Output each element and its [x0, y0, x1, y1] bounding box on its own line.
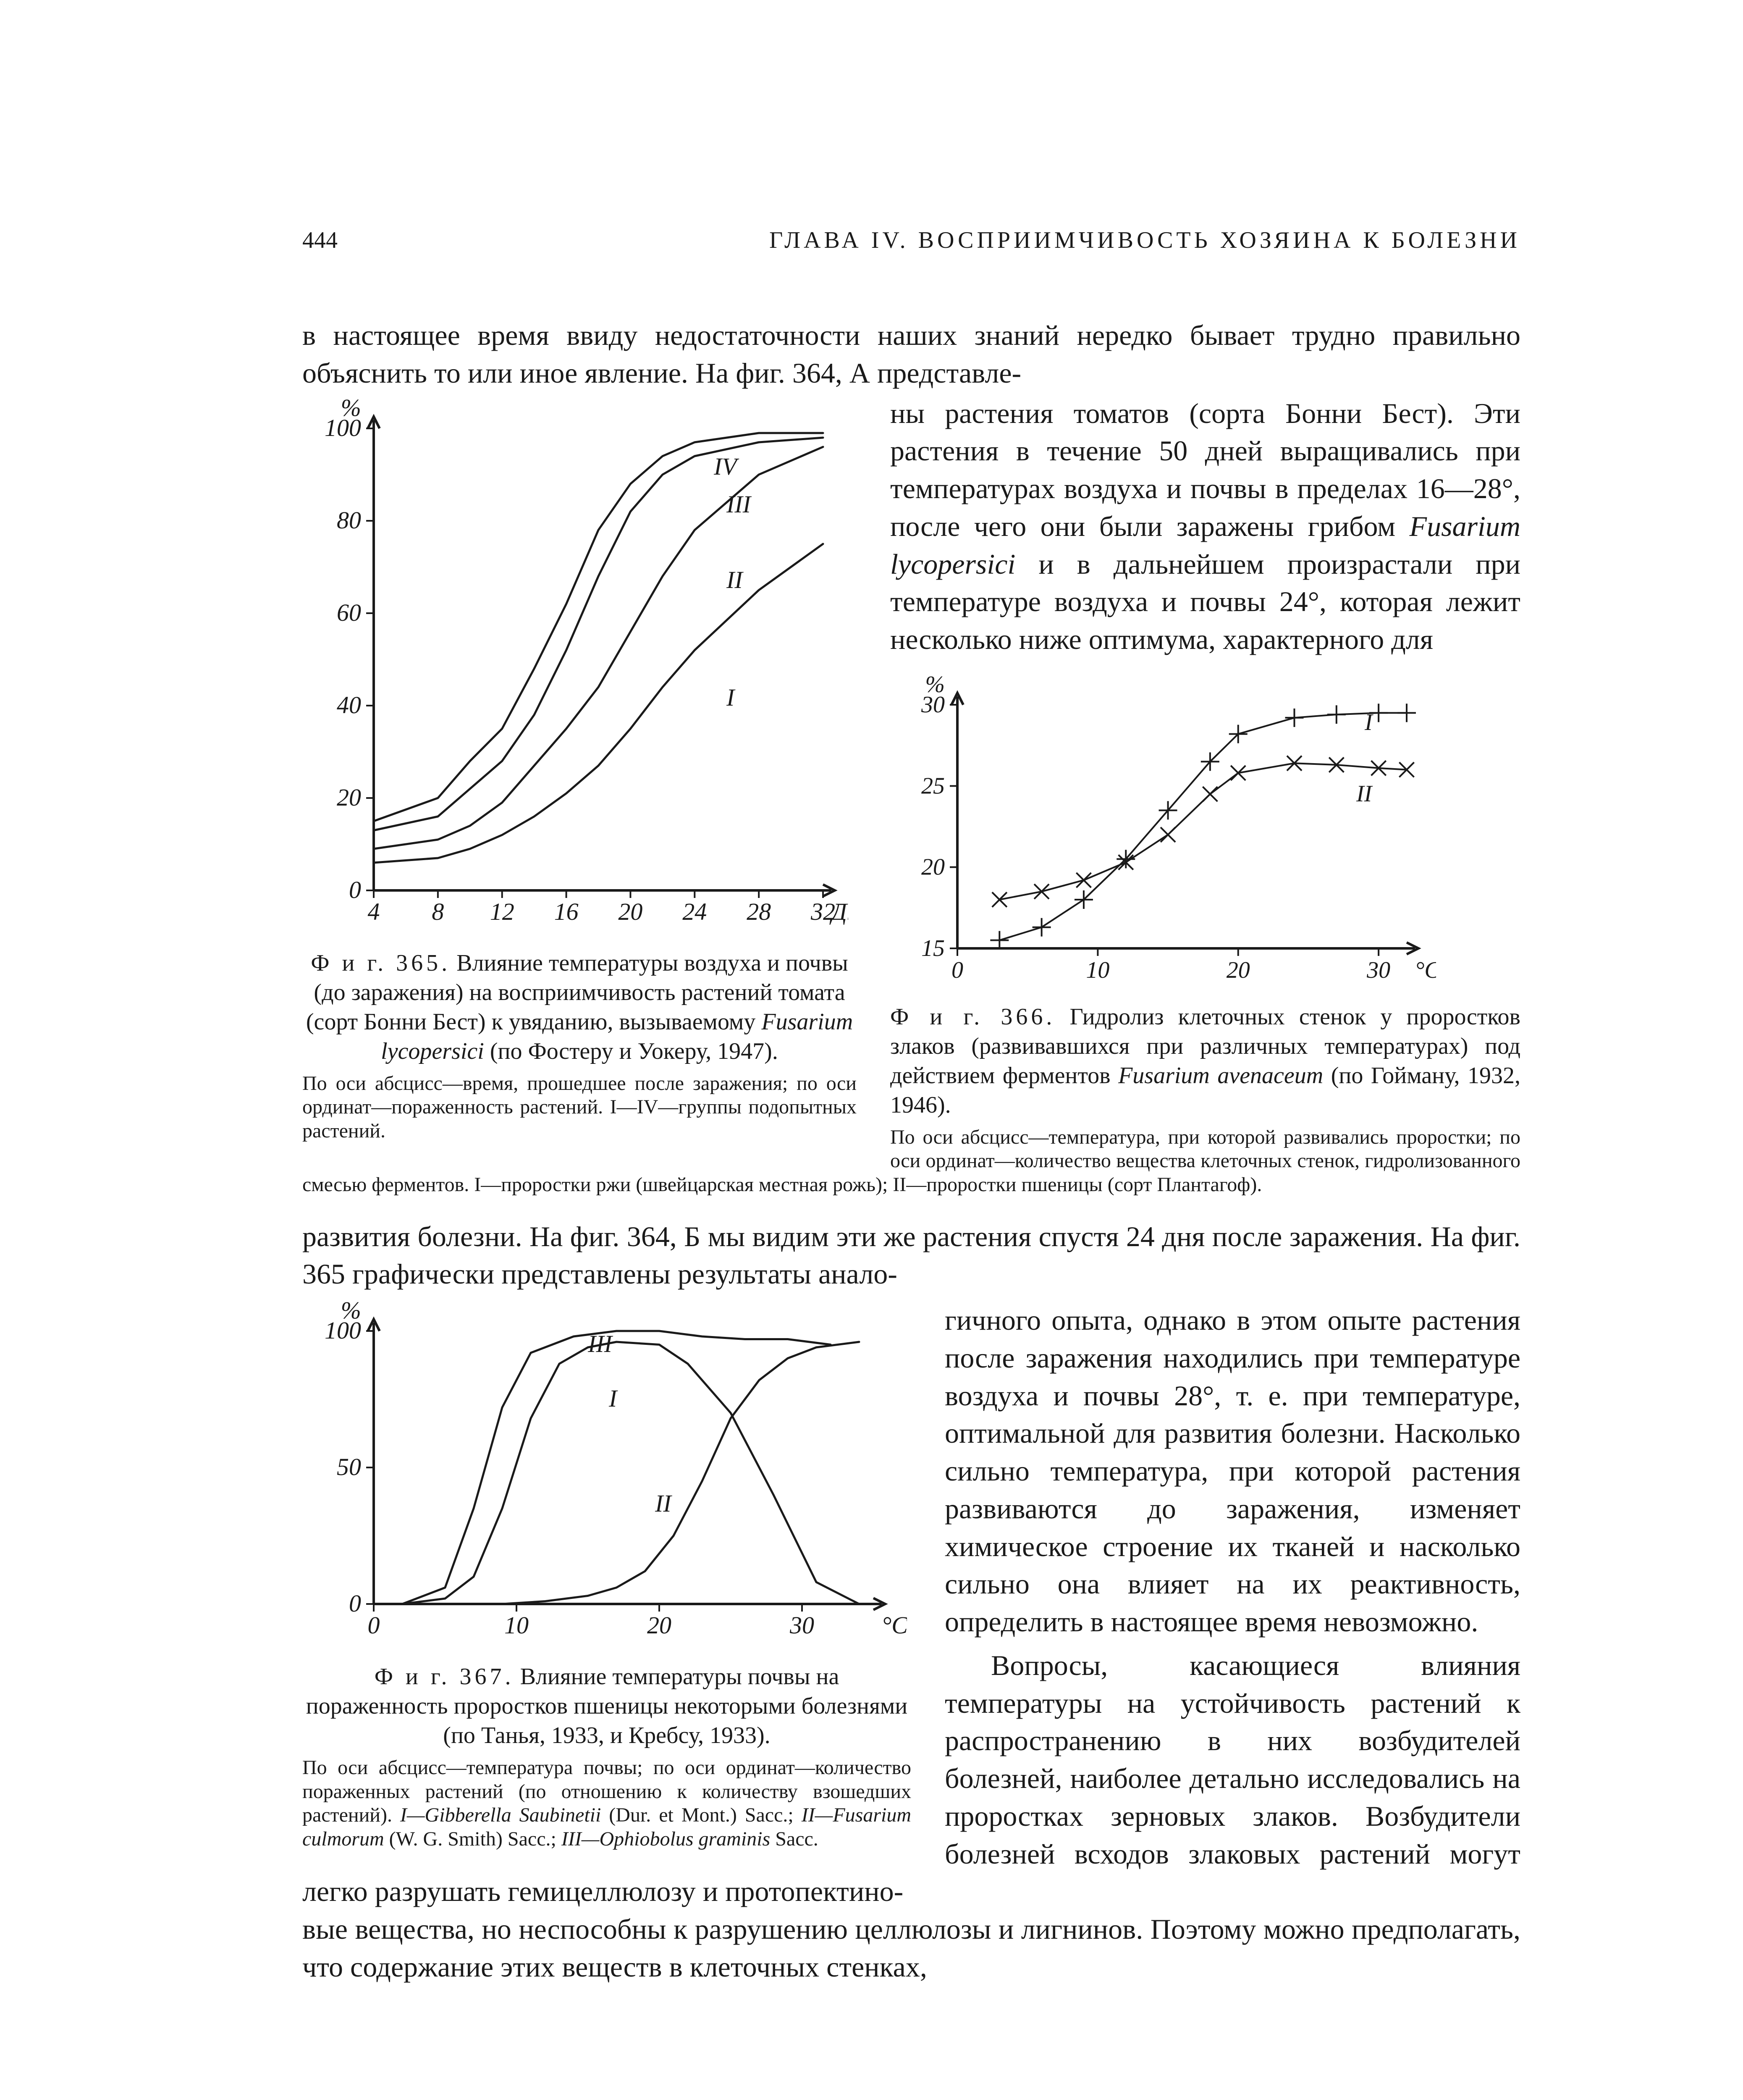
- fig367-caption: Ф и г. 367. Влияние температуры почвы на…: [302, 1662, 911, 1750]
- svg-text:25: 25: [921, 773, 945, 799]
- svg-text:%: %: [925, 675, 945, 698]
- svg-text:20: 20: [337, 784, 361, 811]
- svg-text:0: 0: [349, 876, 361, 903]
- svg-text:30: 30: [1366, 957, 1390, 983]
- upper-layout: 48121620242832020406080100%ДниIVIIIIII Ф…: [302, 395, 1520, 1197]
- fig365-chart: 48121620242832020406080100%ДниIVIIIIII: [302, 395, 848, 941]
- svg-text:30: 30: [789, 1612, 814, 1639]
- svg-text:0: 0: [368, 1612, 380, 1639]
- svg-text:10: 10: [504, 1612, 529, 1639]
- svg-text:16: 16: [554, 898, 579, 925]
- svg-text:40: 40: [337, 691, 361, 719]
- svg-text:IV: IV: [713, 453, 739, 480]
- svg-text:20: 20: [647, 1612, 671, 1639]
- svg-text:%: %: [341, 1302, 361, 1324]
- svg-text:II: II: [1356, 781, 1373, 807]
- svg-text:I: I: [726, 684, 736, 711]
- chapter-title: ГЛАВА IV. ВОСПРИИМЧИВОСТЬ ХОЗЯИНА К БОЛЕ…: [769, 227, 1520, 254]
- fig365-caption: Ф и г. 365. Влияние температуры воздуха …: [302, 948, 857, 1066]
- svg-text:60: 60: [337, 599, 361, 626]
- svg-text:I: I: [1364, 709, 1373, 735]
- svg-text:I: I: [608, 1385, 618, 1412]
- svg-text:II: II: [726, 566, 744, 593]
- fig367-chart: 0102030050100%°CIIIIII: [302, 1302, 907, 1654]
- svg-text:20: 20: [921, 854, 945, 880]
- svg-text:0: 0: [951, 957, 963, 983]
- svg-text:20: 20: [1227, 957, 1250, 983]
- svg-text:°C: °C: [1415, 957, 1436, 983]
- para-1-lead: в настоящее время ввиду недостаточности …: [302, 317, 1520, 392]
- svg-text:15: 15: [921, 935, 945, 961]
- svg-text:°C: °C: [882, 1612, 907, 1639]
- svg-text:10: 10: [1086, 957, 1109, 983]
- svg-text:0: 0: [349, 1590, 361, 1617]
- lower-layout: 0102030050100%°CIIIIII Ф и г. 367. Влиян…: [302, 1302, 1520, 1911]
- svg-text:II: II: [655, 1490, 672, 1517]
- page-number: 444: [302, 227, 338, 254]
- svg-text:III: III: [726, 491, 752, 518]
- fig365-block: 48121620242832020406080100%ДниIVIIIIII Ф…: [302, 395, 857, 1143]
- svg-text:%: %: [341, 395, 361, 421]
- svg-text:12: 12: [490, 898, 514, 925]
- svg-text:III: III: [587, 1330, 613, 1357]
- page-header: 444 ГЛАВА IV. ВОСПРИИМЧИВОСТЬ ХОЗЯИНА К …: [302, 227, 1520, 254]
- para-3-tail: вые вещества, но неспособны к разрушению…: [302, 1911, 1520, 1986]
- svg-text:28: 28: [747, 898, 771, 925]
- fig365-subcaption: По оси абсцисс—время, прошедшее после за…: [302, 1072, 857, 1143]
- svg-text:50: 50: [337, 1453, 361, 1480]
- svg-text:24: 24: [682, 898, 707, 925]
- fig367-subcaption: По оси абсцисс—температура почвы; по оси…: [302, 1756, 911, 1851]
- svg-text:80: 80: [337, 507, 361, 534]
- svg-text:4: 4: [368, 898, 380, 925]
- fig367-block: 0102030050100%°CIIIIII Ф и г. 367. Влиян…: [302, 1302, 911, 1851]
- fig366-chart: 010203015202530%°CIII: [890, 675, 1436, 995]
- svg-text:Дни: Дни: [829, 898, 848, 925]
- para-2-full: развития болезни. На фиг. 364, Б мы види…: [302, 1218, 1520, 1294]
- svg-text:20: 20: [618, 898, 642, 925]
- svg-text:8: 8: [432, 898, 444, 925]
